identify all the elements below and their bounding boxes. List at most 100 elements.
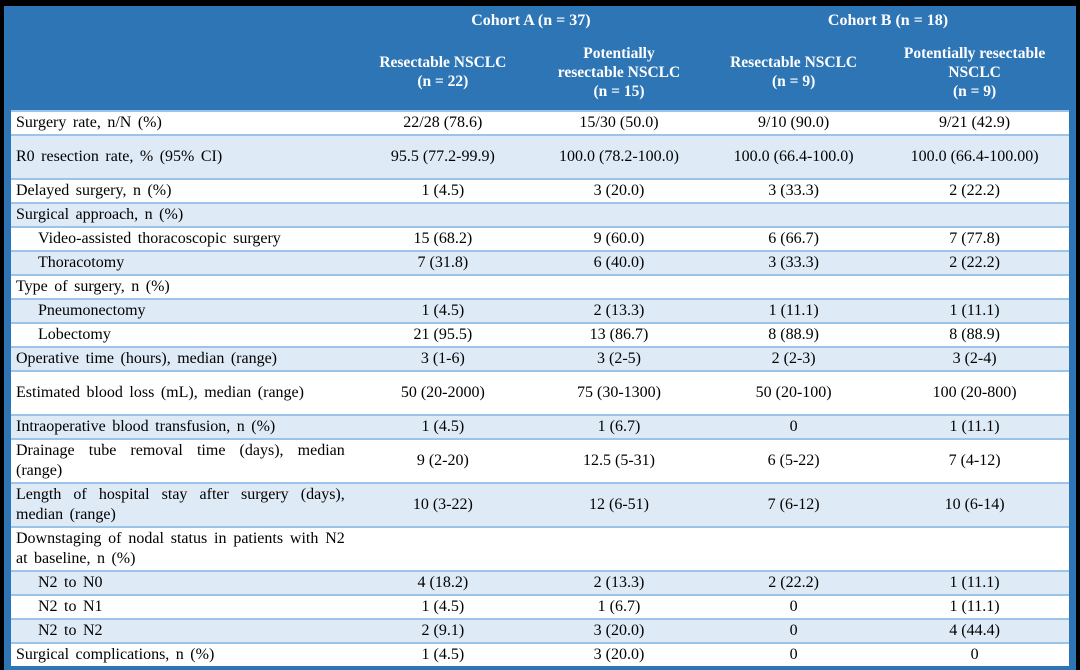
table-row: N2 to N1 1 (4.5) 1 (6.7) 0 1 (11.1) [7,594,1073,619]
value-cell [707,526,881,571]
row-label: Surgical complications, n (%) [7,642,355,668]
value-cell: 15/30 (50.0) [579,114,659,131]
row-label: Lobectomy [7,322,355,347]
table-row: Surgical approach, n (%) [7,202,1073,227]
value-cell: 3 (20.0) [530,618,708,643]
value-cell: 3 (33.3) [707,178,881,203]
table-row: Estimated blood loss (mL), median (range… [7,370,1073,415]
value-cell: 1 (4.5) [354,178,531,203]
value-cell: 6 (40.0) [530,250,708,275]
table-row: Thoracotomy 7 (31.8) 6 (40.0) 3 (33.3) 2 (22… [7,250,1073,275]
value-cell [707,202,881,227]
value-cell: 2 (9.1) [354,618,531,643]
table-row: Video-assisted thoracoscopic surgery 15 (… [7,226,1073,251]
row-label: Intraoperative blood transfusion, n (%) [7,414,355,439]
value-cell: 0 [707,642,881,668]
value-cell: 1 (4.5) [354,298,531,323]
value-cell: 2 (13.3) [530,298,708,323]
value-cell [530,274,708,299]
value-cell: 1 (4.5) [354,594,531,619]
value-cell [530,526,708,571]
table-row: Delayed surgery, n (%) 1 (4.5) 3 (20.0) 3 (… [7,178,1073,203]
row-label: N2 to N0 [7,570,355,595]
row-label: Estimated blood loss (mL), median (range… [7,370,355,415]
value-cell: 7 (4-12) [880,438,1073,483]
table-row: Drainage tube removal time (days), media… [7,438,1073,483]
value-cell: 9 (2-20) [354,438,531,483]
value-cell: 7 (6-12) [707,482,881,527]
value-cell: 1 (4.5) [354,414,531,439]
column-header: Resectable NSCLC (n = 22) [354,34,531,111]
row-label: Operative time (hours), median (range) [7,346,355,371]
table-row: Downstaging of nodal status in patients … [7,526,1073,571]
value-cell: 2 (13.3) [530,570,708,595]
value-cell: 2 (22.2) [880,250,1073,275]
value-cell: 8 (88.9) [707,322,881,347]
surgery-outcomes-table: Cohort A (n = 37) Cohort B (n = 18) Rese… [4,6,1076,670]
value-cell: 2 (22.2) [880,178,1073,203]
value-cell: 1 (11.1) [880,298,1073,323]
row-label: N2 to N1 [7,594,355,619]
table-row: Intraoperative blood transfusion, n (%) 1… [7,414,1073,439]
header-spacer [7,34,355,111]
header-spacer [7,6,355,34]
table-row: Length of hospital stay after surgery (d… [7,482,1073,527]
value-cell: 6 (66.7) [707,226,881,251]
value-cell: 1 (11.1) [880,594,1073,619]
value-cell: 1 (11.1) [880,570,1073,595]
value-cell: 1 (4.5) [354,642,531,668]
cohort-a-header: Cohort A (n = 37) [354,6,708,34]
table-row: N2 to N0 4 (18.2) 2 (13.3) 2 (22.2) 1 (11.1) [7,570,1073,595]
value-cell: 4 (44.4) [880,618,1073,643]
value-cell [707,274,881,299]
row-label: Delayed surgery, n (%) [7,178,355,203]
value-cell [530,202,708,227]
value-cell: 9/10 (90.0) [758,114,830,131]
value-cell: 22/28 (78.6) [403,114,483,131]
value-cell [880,526,1073,571]
value-cell: 1 (11.1) [707,298,881,323]
table-frame: Cohort A (n = 37) Cohort B (n = 18) Rese… [4,6,1076,670]
value-cell: 100.0 (66.4-100.0) [707,134,881,179]
table-row: Pneumonectomy 1 (4.5) 2 (13.3) 1 (11.1) 1 (1… [7,298,1073,323]
table-row: R0 resection rate, % (95% CI) 95.5 (77.2-… [7,134,1073,179]
value-cell: 0 [707,414,881,439]
value-cell: 0 [707,594,881,619]
value-cell: 8 (88.9) [880,322,1073,347]
row-label: Length of hospital stay after surgery (d… [7,482,355,527]
value-cell [354,274,531,299]
value-cell [354,526,531,571]
value-cell: 1 (6.7) [530,594,708,619]
value-cell: 10 (3-22) [354,482,531,527]
table-row: N2 to N2 2 (9.1) 3 (20.0) 0 4 (44.4) [7,618,1073,643]
value-cell: 3 (1-6) [354,346,531,371]
value-cell: 2 (22.2) [707,570,881,595]
value-cell: 21 (95.5) [354,322,531,347]
value-cell: 3 (2-5) [530,346,708,371]
table-body: Surgery rate, n/N (%) 22/28 (78.6) 15/30 (… [7,111,1073,668]
value-cell: 2 (2-3) [707,346,881,371]
row-label: Surgery rate, n/N (%) [16,114,162,131]
value-cell: 9/21 (42.9) [939,114,1011,131]
value-cell: 1 (11.1) [880,414,1073,439]
value-cell: 75 (30-1300) [530,370,708,415]
value-cell: 10 (6-14) [880,482,1073,527]
column-header: Resectable NSCLC (n = 9) [707,34,881,111]
value-cell: 50 (20-2000) [354,370,531,415]
table-row: Operative time (hours), median (range) 3 … [7,346,1073,371]
value-cell: 100.0 (66.4-100.00) [880,134,1073,179]
value-cell: 95.5 (77.2-99.9) [354,134,531,179]
value-cell: 9 (60.0) [530,226,708,251]
cohort-header-row: Cohort A (n = 37) Cohort B (n = 18) [7,6,1073,34]
value-cell: 50 (20-100) [707,370,881,415]
row-label: R0 resection rate, % (95% CI) [7,134,355,179]
value-cell: 100 (20-800) [880,370,1073,415]
column-header: Potentially resectable NSCLC (n = 15) [530,34,708,111]
value-cell: 7 (77.8) [880,226,1073,251]
value-cell: 3 (20.0) [530,178,708,203]
table-row: Surgical complications, n (%) 1 (4.5) 3 (2… [7,642,1073,668]
table-header: Cohort A (n = 37) Cohort B (n = 18) Rese… [7,6,1073,111]
cohort-b-header: Cohort B (n = 18) [707,6,1073,34]
row-label: N2 to N2 [7,618,355,643]
value-cell: 4 (18.2) [354,570,531,595]
